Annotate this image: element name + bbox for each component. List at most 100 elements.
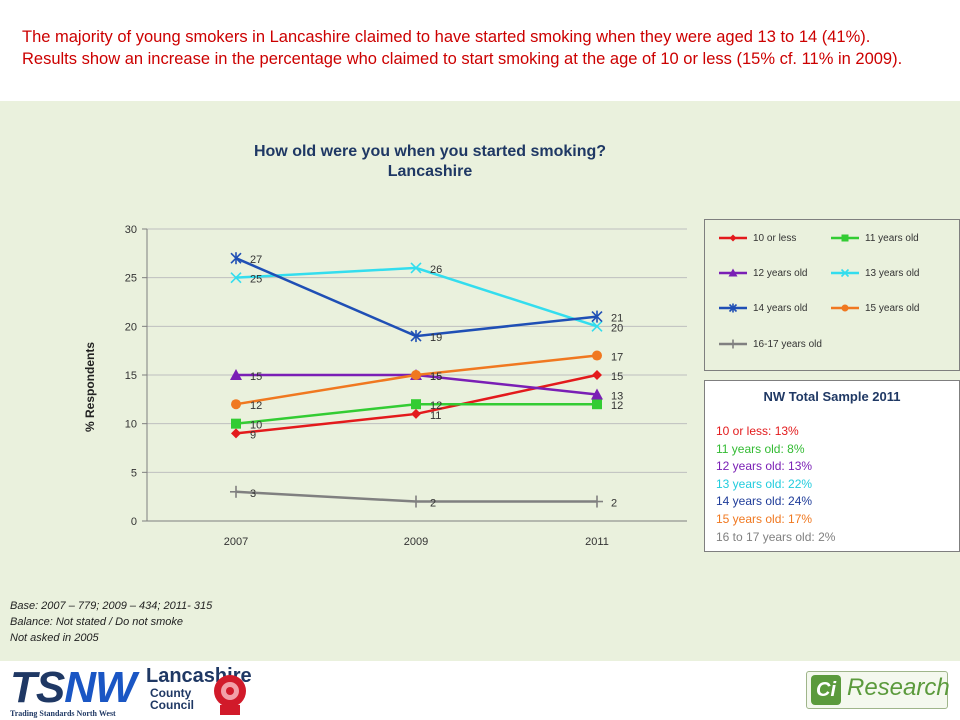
data-label: 2: [430, 498, 436, 510]
nw-total-sample-box: NW Total Sample 2011 10 or less: 13% 11 y…: [704, 380, 960, 552]
legend-swatch-icon: [719, 339, 747, 349]
legend-label: 15 years old: [865, 302, 920, 314]
ci-research-logo: Ci Research: [806, 671, 950, 709]
nw-box-title: NW Total Sample 2011: [763, 389, 901, 404]
legend-swatch-icon: [719, 268, 747, 277]
chart-subtitle: Lancashire: [387, 163, 473, 180]
legend-swatch-icon: [831, 268, 859, 278]
data-label: 15: [611, 371, 623, 383]
data-point: [411, 399, 421, 410]
nw-sample-line: 13 years old: 22%: [716, 476, 813, 491]
y-tick-label: 30: [125, 224, 137, 236]
legend-label: 13 years old: [865, 267, 920, 279]
data-point: [410, 495, 422, 508]
nw-sample-line: 11 years old: 8%: [716, 441, 805, 456]
legend-item: 16-17 years old: [719, 338, 822, 350]
data-label: 9: [250, 429, 256, 441]
y-tick-label: 15: [125, 370, 137, 382]
legend-swatch-icon: [831, 234, 859, 242]
x-tick-label: 2011: [585, 536, 609, 548]
legend-label: 10 or less: [753, 232, 797, 244]
tsnw-logo-nw: NW: [64, 663, 136, 712]
data-label: 3: [250, 488, 256, 500]
data-label: 15: [430, 371, 442, 383]
data-point: [230, 252, 242, 265]
data-label: 19: [430, 332, 442, 344]
data-point: [840, 268, 850, 278]
red-rose-crest-icon: [214, 675, 246, 715]
legend-swatch-icon: [719, 303, 747, 313]
data-point: [591, 320, 603, 332]
data-label: 25: [250, 274, 262, 286]
nw-sample-line: 10 or less: 13%: [716, 424, 799, 438]
chart-legend: 10 or less 11 years old 12 years old 13 yea…: [704, 219, 960, 371]
legend-label: 12 years old: [753, 267, 808, 279]
data-point: [728, 339, 738, 349]
data-label: 2: [611, 498, 617, 510]
tsnw-logo-subtitle: Trading Standards North West: [10, 709, 116, 718]
data-point: [592, 399, 602, 410]
data-point: [592, 350, 602, 361]
x-tick-label: 2009: [404, 536, 428, 548]
data-point: [591, 495, 603, 508]
footer: TSNW Trading Standards North West Lancas…: [0, 661, 960, 720]
data-point: [411, 370, 421, 380]
tsnw-logo-ts: TS: [10, 663, 65, 712]
ci-logo-badge: Ci: [811, 675, 841, 705]
not-asked-note: Not asked in 2005: [10, 632, 99, 644]
series-line: [235, 257, 598, 338]
y-tick-label: 0: [131, 516, 137, 528]
data-point: [231, 399, 241, 410]
data-label: 15: [250, 371, 262, 383]
chart-title-main: How old were you when you started smokin…: [253, 143, 607, 160]
data-point: [729, 234, 737, 242]
lancashire-county-council-logo: Lancashire County Council: [146, 665, 252, 715]
lancs-logo-county: County: [150, 686, 192, 700]
data-label: 13: [611, 390, 623, 402]
data-label: 10: [250, 420, 262, 432]
legend-item: 14 years old: [719, 302, 807, 314]
data-point: [231, 428, 241, 439]
nw-sample-line: 14 years old: 24%: [716, 494, 813, 509]
legend-label: 14 years old: [753, 302, 808, 314]
data-label: 20: [611, 322, 623, 334]
legend-swatch-icon: [831, 304, 859, 312]
data-label: 12: [430, 400, 442, 412]
data-label: 12: [250, 400, 262, 412]
legend-item: 15 years old: [831, 302, 919, 314]
data-label: 17: [611, 352, 623, 364]
legend-swatch-icon: [719, 234, 747, 242]
data-label: 12: [611, 400, 623, 412]
ci-logo-word: Research: [847, 674, 950, 701]
legend-item: 11 years old: [831, 232, 919, 244]
legend-item: 12 years old: [719, 267, 807, 279]
legend-label: 16-17 years old: [753, 338, 822, 350]
base-note: Base: 2007 – 779; 2009 – 434; 2011- 315: [10, 600, 213, 612]
nw-sample-line: 16 to 17 years old: 2%: [716, 529, 836, 544]
x-tick-label: 2007: [224, 536, 248, 548]
y-tick-label: 10: [125, 419, 137, 431]
y-tick-label: 20: [125, 321, 137, 333]
data-point: [230, 272, 242, 284]
data-point: [591, 310, 603, 323]
data-point: [591, 388, 603, 400]
data-label: 11: [430, 410, 441, 422]
data-label: 26: [430, 264, 442, 276]
series-line: [235, 266, 598, 328]
tsnw-logo: TSNW Trading Standards North West: [10, 666, 137, 719]
data-point: [230, 485, 242, 498]
data-label: 27: [250, 254, 262, 266]
legend-item: 13 years old: [831, 267, 919, 279]
data-point: [841, 304, 849, 312]
data-point: [592, 370, 602, 380]
y-tick-label: 25: [125, 273, 137, 285]
y-tick-label: 5: [131, 467, 137, 479]
balance-note: Balance: Not stated / Do not smoke: [10, 616, 184, 628]
nw-sample-line: 15 years old: 17%: [716, 512, 813, 526]
base-notes: Base: 2007 – 779; 2009 – 434; 2011- 315 …: [10, 598, 212, 646]
nw-sample-line: 12 years old: 13%: [716, 459, 813, 474]
headline: The majority of young smokers in Lancash…: [22, 28, 903, 68]
lancs-logo-council: Council: [150, 698, 194, 712]
legend-label: 11 years old: [865, 232, 919, 244]
